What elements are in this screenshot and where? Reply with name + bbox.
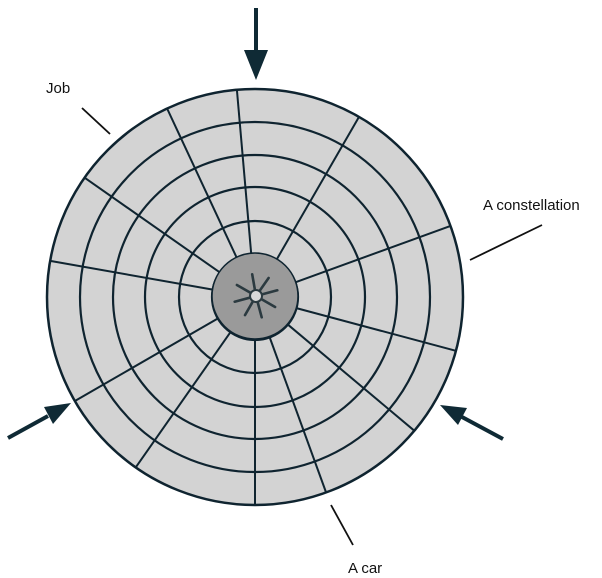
arrow-bottom-left bbox=[7, 403, 71, 440]
label-constellation: A constellation bbox=[483, 197, 580, 214]
web-spoke bbox=[293, 306, 457, 352]
web-spoke bbox=[50, 259, 216, 292]
web-spoke bbox=[166, 108, 240, 262]
label-job: Job bbox=[46, 80, 70, 97]
web-spoke bbox=[284, 321, 415, 432]
hub-center-ring bbox=[249, 289, 263, 303]
leader-line-car bbox=[330, 504, 354, 546]
web-spoke bbox=[74, 316, 221, 402]
leader-line-constellation bbox=[469, 224, 543, 261]
leader-line-job bbox=[81, 107, 111, 135]
web-spoke bbox=[84, 176, 223, 275]
web-spoke bbox=[292, 224, 451, 285]
label-car: A car bbox=[348, 560, 382, 577]
arrow-bottom-right bbox=[440, 405, 504, 441]
web-spoke bbox=[235, 89, 253, 258]
web-spoke bbox=[274, 116, 360, 263]
web-spokes bbox=[50, 89, 457, 505]
arrow-top bbox=[244, 8, 268, 80]
web-spoke bbox=[134, 329, 233, 468]
web-spoke bbox=[267, 334, 328, 493]
